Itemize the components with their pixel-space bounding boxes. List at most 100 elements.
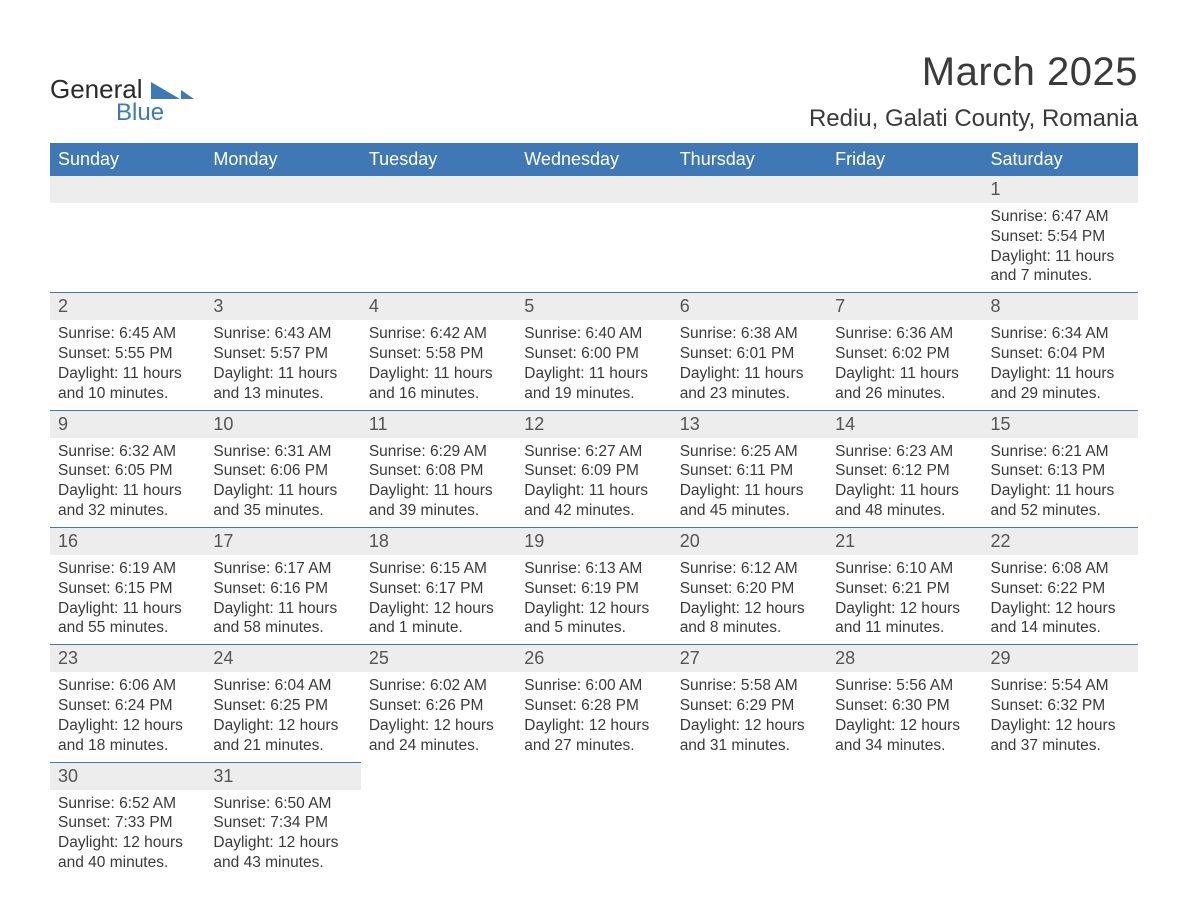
sunset-text: Sunset: 6:24 PM — [58, 696, 197, 716]
daylight-text: Daylight: 11 hours and 23 minutes. — [680, 364, 819, 404]
sunrise-text: Sunrise: 6:29 AM — [369, 442, 508, 462]
daylight-text: Daylight: 12 hours and 27 minutes. — [524, 716, 663, 756]
day-data — [516, 789, 671, 809]
calendar-day-cell: 25Sunrise: 6:02 AMSunset: 6:26 PMDayligh… — [361, 645, 516, 762]
day-data — [516, 203, 671, 223]
daylight-text: Daylight: 11 hours and 55 minutes. — [58, 599, 197, 639]
brand-logo: General Blue — [50, 50, 210, 131]
day-number — [827, 762, 982, 789]
daylight-text: Daylight: 11 hours and 52 minutes. — [991, 481, 1130, 521]
sunrise-text: Sunrise: 6:43 AM — [213, 324, 352, 344]
calendar-body: 1Sunrise: 6:47 AMSunset: 5:54 PMDaylight… — [50, 176, 1138, 879]
sunset-text: Sunset: 5:57 PM — [213, 344, 352, 364]
day-data: Sunrise: 6:02 AMSunset: 6:26 PMDaylight:… — [361, 672, 516, 761]
daylight-text: Daylight: 11 hours and 29 minutes. — [991, 364, 1130, 404]
sunset-text: Sunset: 6:13 PM — [991, 461, 1130, 481]
day-number: 26 — [516, 645, 671, 672]
calendar-day-cell — [672, 762, 827, 879]
daylight-text: Daylight: 12 hours and 37 minutes. — [991, 716, 1130, 756]
day-number: 19 — [516, 528, 671, 555]
day-data — [827, 789, 982, 809]
sunrise-text: Sunrise: 6:42 AM — [369, 324, 508, 344]
sunrise-text: Sunrise: 5:56 AM — [835, 676, 974, 696]
calendar-day-cell: 16Sunrise: 6:19 AMSunset: 6:15 PMDayligh… — [50, 527, 205, 644]
daylight-text: Daylight: 12 hours and 5 minutes. — [524, 599, 663, 639]
calendar-day-cell: 5Sunrise: 6:40 AMSunset: 6:00 PMDaylight… — [516, 293, 671, 410]
daylight-text: Daylight: 12 hours and 31 minutes. — [680, 716, 819, 756]
calendar-day-cell: 15Sunrise: 6:21 AMSunset: 6:13 PMDayligh… — [983, 410, 1138, 527]
day-data: Sunrise: 6:10 AMSunset: 6:21 PMDaylight:… — [827, 555, 982, 644]
calendar-day-cell: 23Sunrise: 6:06 AMSunset: 6:24 PMDayligh… — [50, 645, 205, 762]
day-number — [205, 176, 360, 203]
sunset-text: Sunset: 6:00 PM — [524, 344, 663, 364]
sunset-text: Sunset: 6:16 PM — [213, 579, 352, 599]
sunrise-text: Sunrise: 6:38 AM — [680, 324, 819, 344]
day-number — [50, 176, 205, 203]
day-data: Sunrise: 6:12 AMSunset: 6:20 PMDaylight:… — [672, 555, 827, 644]
calendar-day-cell — [361, 762, 516, 879]
day-data — [361, 203, 516, 223]
sunset-text: Sunset: 6:08 PM — [369, 461, 508, 481]
calendar-day-cell — [672, 176, 827, 293]
calendar-day-cell: 18Sunrise: 6:15 AMSunset: 6:17 PMDayligh… — [361, 527, 516, 644]
calendar-day-cell: 19Sunrise: 6:13 AMSunset: 6:19 PMDayligh… — [516, 527, 671, 644]
sunrise-text: Sunrise: 6:04 AM — [213, 676, 352, 696]
day-number: 3 — [205, 293, 360, 320]
calendar-day-cell: 8Sunrise: 6:34 AMSunset: 6:04 PMDaylight… — [983, 293, 1138, 410]
sunrise-text: Sunrise: 6:36 AM — [835, 324, 974, 344]
day-data — [827, 203, 982, 223]
day-data: Sunrise: 6:34 AMSunset: 6:04 PMDaylight:… — [983, 320, 1138, 409]
day-data: Sunrise: 6:29 AMSunset: 6:08 PMDaylight:… — [361, 438, 516, 527]
day-data: Sunrise: 6:25 AMSunset: 6:11 PMDaylight:… — [672, 438, 827, 527]
calendar-week-row: 16Sunrise: 6:19 AMSunset: 6:15 PMDayligh… — [50, 527, 1138, 644]
day-number: 30 — [50, 763, 205, 790]
day-number: 5 — [516, 293, 671, 320]
sunset-text: Sunset: 6:06 PM — [213, 461, 352, 481]
day-number: 7 — [827, 293, 982, 320]
sunrise-text: Sunrise: 6:06 AM — [58, 676, 197, 696]
daylight-text: Daylight: 12 hours and 34 minutes. — [835, 716, 974, 756]
sunrise-text: Sunrise: 5:58 AM — [680, 676, 819, 696]
day-number: 27 — [672, 645, 827, 672]
daylight-text: Daylight: 11 hours and 42 minutes. — [524, 481, 663, 521]
day-data: Sunrise: 5:56 AMSunset: 6:30 PMDaylight:… — [827, 672, 982, 761]
calendar-day-cell: 26Sunrise: 6:00 AMSunset: 6:28 PMDayligh… — [516, 645, 671, 762]
day-data: Sunrise: 6:43 AMSunset: 5:57 PMDaylight:… — [205, 320, 360, 409]
daylight-text: Daylight: 12 hours and 18 minutes. — [58, 716, 197, 756]
day-data: Sunrise: 6:04 AMSunset: 6:25 PMDaylight:… — [205, 672, 360, 761]
day-number: 22 — [983, 528, 1138, 555]
calendar-day-cell: 7Sunrise: 6:36 AMSunset: 6:02 PMDaylight… — [827, 293, 982, 410]
calendar-day-cell: 31Sunrise: 6:50 AMSunset: 7:34 PMDayligh… — [205, 762, 360, 879]
sunset-text: Sunset: 6:25 PM — [213, 696, 352, 716]
sunrise-text: Sunrise: 6:15 AM — [369, 559, 508, 579]
day-data: Sunrise: 6:47 AMSunset: 5:54 PMDaylight:… — [983, 203, 1138, 292]
day-data: Sunrise: 6:40 AMSunset: 6:00 PMDaylight:… — [516, 320, 671, 409]
daylight-text: Daylight: 11 hours and 26 minutes. — [835, 364, 974, 404]
calendar-week-row: 1Sunrise: 6:47 AMSunset: 5:54 PMDaylight… — [50, 176, 1138, 293]
day-data: Sunrise: 6:38 AMSunset: 6:01 PMDaylight:… — [672, 320, 827, 409]
dow-sunday: Sunday — [50, 143, 205, 176]
sunset-text: Sunset: 6:17 PM — [369, 579, 508, 599]
calendar-day-cell: 24Sunrise: 6:04 AMSunset: 6:25 PMDayligh… — [205, 645, 360, 762]
month-title: March 2025 — [809, 50, 1138, 95]
calendar-day-cell: 14Sunrise: 6:23 AMSunset: 6:12 PMDayligh… — [827, 410, 982, 527]
calendar-day-cell: 9Sunrise: 6:32 AMSunset: 6:05 PMDaylight… — [50, 410, 205, 527]
day-data: Sunrise: 6:08 AMSunset: 6:22 PMDaylight:… — [983, 555, 1138, 644]
calendar-day-cell: 10Sunrise: 6:31 AMSunset: 6:06 PMDayligh… — [205, 410, 360, 527]
sunset-text: Sunset: 6:01 PM — [680, 344, 819, 364]
day-data: Sunrise: 6:23 AMSunset: 6:12 PMDaylight:… — [827, 438, 982, 527]
day-number: 14 — [827, 411, 982, 438]
day-data: Sunrise: 6:21 AMSunset: 6:13 PMDaylight:… — [983, 438, 1138, 527]
calendar-day-cell: 21Sunrise: 6:10 AMSunset: 6:21 PMDayligh… — [827, 527, 982, 644]
day-number: 8 — [983, 293, 1138, 320]
daylight-text: Daylight: 11 hours and 16 minutes. — [369, 364, 508, 404]
day-number — [361, 762, 516, 789]
day-number: 9 — [50, 411, 205, 438]
sunset-text: Sunset: 5:58 PM — [369, 344, 508, 364]
day-number: 31 — [205, 763, 360, 790]
calendar-day-cell: 28Sunrise: 5:56 AMSunset: 6:30 PMDayligh… — [827, 645, 982, 762]
daylight-text: Daylight: 12 hours and 43 minutes. — [213, 833, 352, 873]
sunrise-text: Sunrise: 6:40 AM — [524, 324, 663, 344]
sunset-text: Sunset: 6:12 PM — [835, 461, 974, 481]
day-number: 1 — [983, 176, 1138, 203]
